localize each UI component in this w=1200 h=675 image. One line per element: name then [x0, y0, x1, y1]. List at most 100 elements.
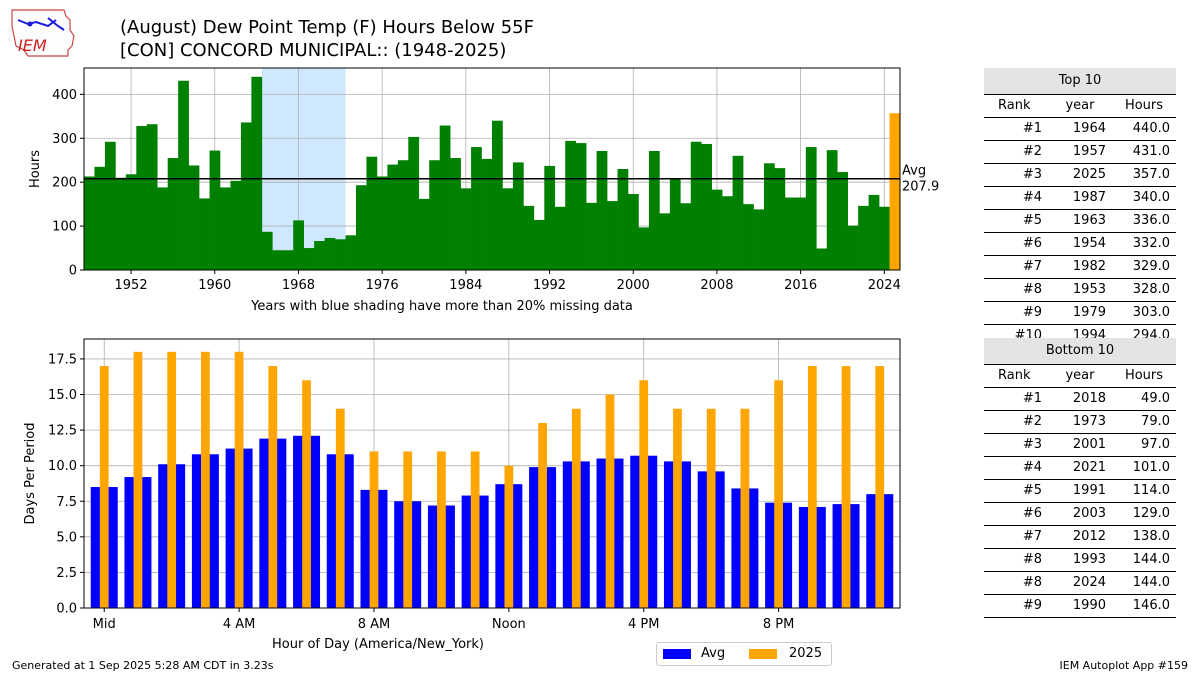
y-tick-label: 10.0: [48, 459, 77, 474]
yr2025-bar-hour-8: [369, 451, 379, 608]
bar-2002: [648, 150, 660, 270]
yr2025-bar-hour-15: [605, 394, 615, 608]
col-hours: Hours: [1124, 368, 1164, 383]
bar-2012: [753, 209, 765, 270]
yr2025-bar-hour-21: [807, 366, 817, 608]
rank-cell: #5: [1022, 213, 1042, 228]
table-row: #6 2003 129.0: [984, 503, 1176, 526]
x-tick-label: 4 PM: [628, 617, 659, 632]
hours-cell: 146.0: [1132, 598, 1170, 613]
col-rank: Rank: [998, 98, 1031, 113]
yr2025-bar-hour-16: [639, 380, 649, 608]
hours-cell: 49.0: [1141, 391, 1170, 406]
year-cell: 1982: [1072, 259, 1106, 274]
bar-1986: [481, 158, 493, 270]
bar-2021: [847, 225, 859, 270]
bar-1996: [586, 202, 597, 270]
x-tick-label: 1968: [282, 278, 315, 293]
rank-cell: #6: [1022, 506, 1042, 521]
rank-cell: #9: [1022, 305, 1042, 320]
table-row: #9 1990 146.0: [984, 595, 1176, 618]
bar-1978: [397, 160, 409, 270]
rank-cell: #7: [1022, 259, 1042, 274]
bar-2010: [732, 155, 744, 270]
year-cell: 2012: [1072, 529, 1106, 544]
hours-cell: 114.0: [1132, 483, 1170, 498]
bar-1982: [439, 125, 451, 270]
bar-2016: [795, 197, 807, 270]
yr2025-bar-hour-7: [335, 408, 345, 608]
top-10-header-row: Rank year Hours: [984, 95, 1176, 118]
yr2025-bar-hour-6: [302, 380, 311, 608]
average-label: Avg: [902, 164, 926, 179]
y-tick-label: 200: [52, 176, 77, 191]
y-tick-label: 300: [52, 132, 77, 147]
bar-1967: [282, 250, 294, 270]
col-year: year: [1065, 98, 1095, 113]
y-tick-label: 17.5: [48, 352, 77, 367]
bar-1969: [303, 248, 315, 270]
bottom-10-title: Bottom 10: [984, 338, 1176, 365]
hours-cell: 440.0: [1132, 121, 1170, 136]
table-row: #1 1964 440.0: [984, 118, 1176, 141]
hours-cell: 336.0: [1132, 213, 1170, 228]
chart-title: (August) Dew Point Temp (F) Hours Below …: [120, 17, 534, 38]
bar-1957: [178, 80, 189, 271]
bar-2007: [701, 143, 712, 270]
yr2025-bar-hour-1: [133, 351, 143, 608]
top-10-title: Top 10: [984, 68, 1176, 95]
x-tick-label: 1960: [198, 278, 231, 293]
year-cell: 1991: [1072, 483, 1106, 498]
y-tick-label: 5.0: [56, 530, 77, 545]
bar-2009: [722, 196, 733, 270]
year-cell: 1953: [1072, 282, 1106, 297]
bar-1965: [261, 231, 273, 270]
x-tick-label: Noon: [492, 617, 526, 632]
bar-2014: [774, 168, 786, 270]
rank-cell: #2: [1022, 414, 1042, 429]
yr2025-bar-hour-18: [706, 408, 716, 608]
col-year: year: [1065, 368, 1095, 383]
year-cell: 1954: [1072, 236, 1106, 251]
bar-2024: [879, 206, 890, 270]
yr2025-bar-hour-17: [673, 408, 682, 608]
x-tick-label: 8 AM: [358, 617, 391, 632]
hours-cell: 97.0: [1141, 437, 1170, 452]
table-row: #2 1973 79.0: [984, 411, 1176, 434]
yr2025-bar-hour-13: [538, 422, 547, 608]
rank-cell: #4: [1022, 190, 1042, 205]
x-tick-label: 1992: [533, 278, 566, 293]
x-tick-label: 1976: [366, 278, 399, 293]
rank-cell: #3: [1022, 437, 1042, 452]
yr2025-bar-hour-3: [201, 351, 210, 608]
bar-2001: [638, 227, 650, 270]
hours-cell: 340.0: [1132, 190, 1170, 205]
year-cell: 2024: [1072, 575, 1106, 590]
yr2025-bar-hour-5: [268, 366, 278, 608]
year-cell: 1973: [1072, 414, 1106, 429]
x-axis-label: Hour of Day (America/New_York): [272, 637, 484, 652]
bar-2015: [784, 197, 796, 270]
x-axis-label: Years with blue shading have more than 2…: [250, 299, 633, 314]
bar-1980: [418, 198, 430, 270]
bar-1977: [387, 164, 399, 270]
year-cell: 1957: [1072, 144, 1106, 159]
bar-1979: [408, 136, 420, 270]
bar-1952: [125, 174, 137, 270]
hours-cell: 328.0: [1132, 282, 1170, 297]
year-cell: 1993: [1072, 552, 1106, 567]
table-row: #7 2012 138.0: [984, 526, 1176, 549]
bar-1970: [314, 241, 325, 270]
hours-cell: 101.0: [1132, 460, 1170, 475]
yr2025-bar-hour-2: [167, 351, 177, 608]
y-tick-label: 7.5: [56, 495, 77, 510]
bar-2025: [889, 113, 901, 270]
bar-2019: [826, 150, 838, 270]
bar-1987: [492, 120, 503, 271]
y-tick-label: 400: [52, 88, 77, 103]
table-row: #3 2001 97.0: [984, 434, 1176, 457]
y-tick-label: 2.5: [56, 566, 77, 581]
bar-1951: [115, 177, 127, 270]
rank-cell: #8: [1022, 282, 1042, 297]
average-value: 207.9: [902, 180, 939, 195]
